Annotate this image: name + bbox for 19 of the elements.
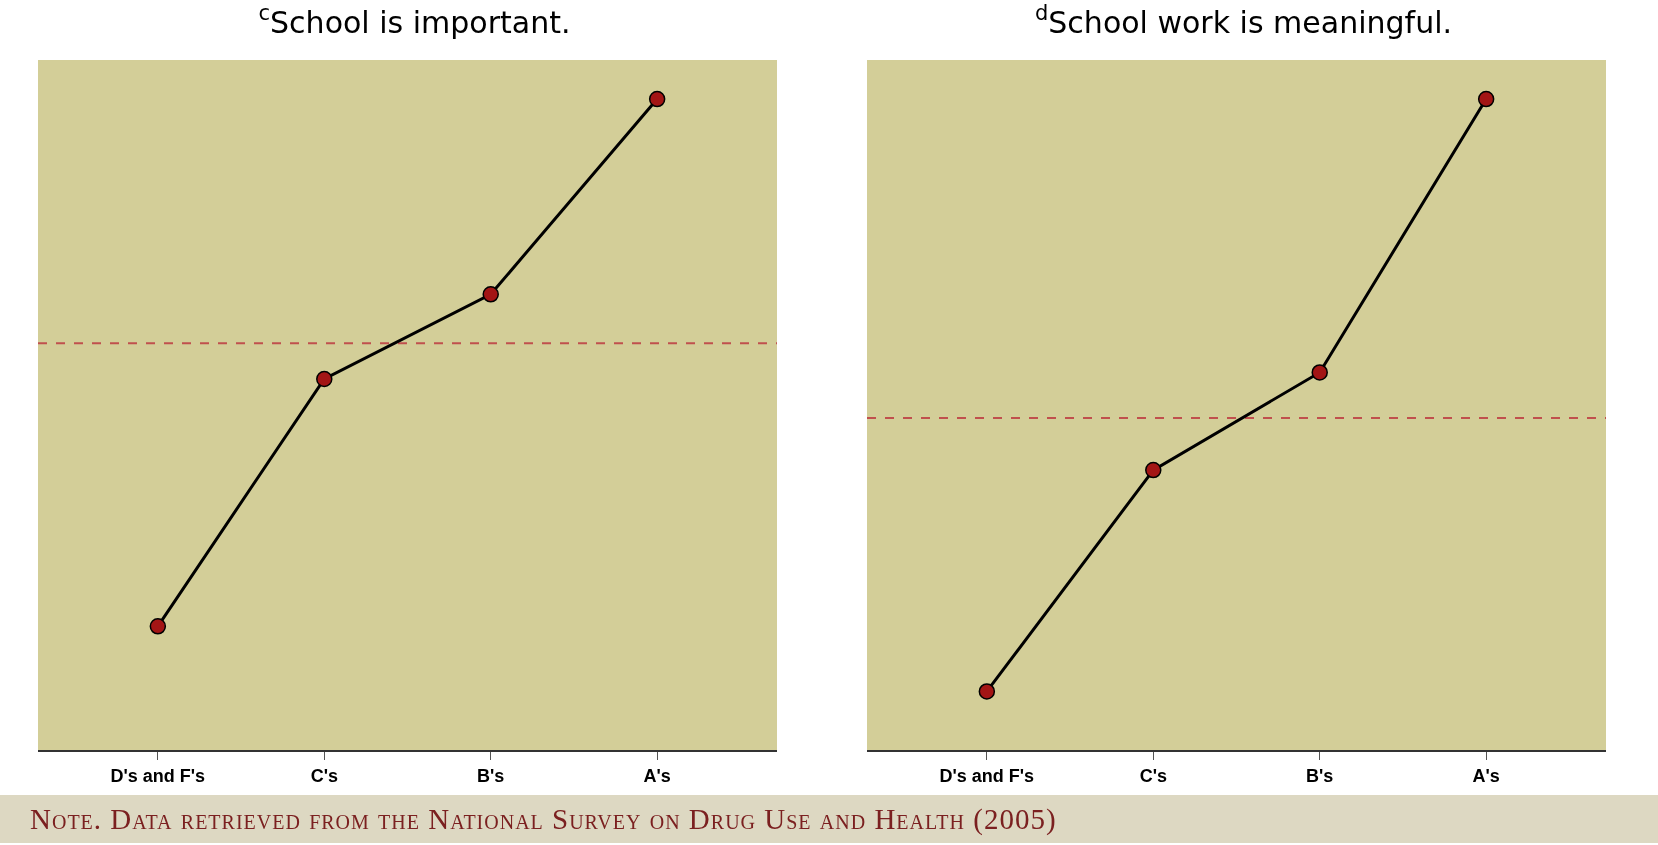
x-tick-label: A's [1472, 765, 1500, 786]
point [482, 286, 499, 303]
x-tick-label: B's [477, 765, 505, 786]
x-tick-label: A's [643, 765, 671, 786]
point [978, 683, 996, 700]
chart-title: $^{c}$School is important. [258, 1, 571, 40]
text: Note. Data retrieved from the National Survey on Drug Use and Health (2005) [0, 795, 1658, 843]
point [1145, 461, 1162, 479]
chart-title: $^{d}$School work is meaningful. [1034, 1, 1453, 40]
x-tick-label: B's [1306, 765, 1334, 786]
x-tick-label: C's [310, 765, 338, 786]
x-tick-label: D's and F's [939, 765, 1035, 786]
x-tick-label: C's [1139, 765, 1167, 786]
x-tick-label: D's and F's [110, 765, 206, 786]
point [149, 618, 167, 635]
point [316, 370, 333, 388]
point [648, 90, 666, 108]
point [1311, 364, 1328, 381]
point [1477, 90, 1495, 108]
